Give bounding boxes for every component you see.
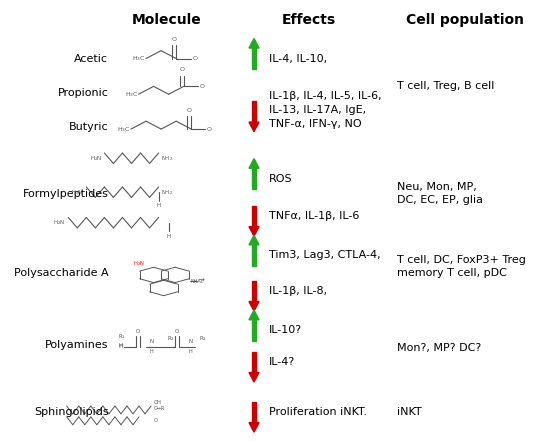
- Text: Formylpeptides: Formylpeptides: [23, 189, 108, 199]
- Polygon shape: [249, 422, 259, 432]
- Text: H: H: [149, 349, 153, 355]
- Text: N: N: [188, 339, 192, 344]
- Text: NHAc: NHAc: [190, 279, 204, 284]
- Text: Effects: Effects: [282, 13, 336, 27]
- Text: O→R: O→R: [153, 406, 165, 411]
- Polygon shape: [249, 373, 259, 382]
- Text: Propionic: Propionic: [58, 88, 108, 98]
- Text: H: H: [118, 343, 123, 348]
- Text: N: N: [149, 339, 153, 344]
- Text: H: H: [167, 234, 170, 239]
- Text: NH$_2$: NH$_2$: [161, 154, 173, 163]
- Text: H$_2$N: H$_2$N: [90, 154, 102, 163]
- Text: Polysaccharide A: Polysaccharide A: [14, 268, 108, 278]
- Text: R$_2$: R$_2$: [167, 334, 175, 343]
- Polygon shape: [249, 38, 259, 48]
- Text: iNKT: iNKT: [397, 407, 422, 417]
- Text: Acetic: Acetic: [74, 53, 108, 64]
- Text: Molecule: Molecule: [131, 13, 201, 27]
- Text: TNF-α, IFN-γ, NO: TNF-α, IFN-γ, NO: [269, 119, 362, 129]
- Text: H: H: [157, 203, 161, 208]
- Polygon shape: [252, 206, 256, 227]
- Text: ROS: ROS: [269, 174, 293, 184]
- Text: O: O: [175, 329, 179, 334]
- Polygon shape: [249, 235, 259, 245]
- Polygon shape: [252, 168, 256, 189]
- Text: H$_2$N: H$_2$N: [53, 218, 65, 227]
- Polygon shape: [249, 302, 259, 311]
- Polygon shape: [252, 280, 256, 302]
- Polygon shape: [252, 101, 256, 122]
- Text: Sphingolipids: Sphingolipids: [34, 407, 108, 417]
- Text: H: H: [188, 349, 192, 355]
- Text: IL-10?: IL-10?: [269, 325, 302, 335]
- Text: IL-4?: IL-4?: [269, 357, 295, 367]
- Text: T cell, DC, FoxP3+ Treg: T cell, DC, FoxP3+ Treg: [397, 255, 526, 265]
- Text: OH: OH: [153, 400, 162, 404]
- Text: H$_3$C: H$_3$C: [125, 90, 139, 99]
- Text: H$_2$N: H$_2$N: [72, 188, 84, 197]
- Polygon shape: [249, 159, 259, 168]
- Text: IL-13, IL-17A, IgE,: IL-13, IL-17A, IgE,: [269, 105, 366, 115]
- Text: IL-4, IL-10,: IL-4, IL-10,: [269, 53, 327, 64]
- Text: Polyamines: Polyamines: [45, 340, 108, 350]
- Text: H$_3$C: H$_3$C: [133, 54, 146, 63]
- Text: O: O: [187, 108, 192, 112]
- Text: R$_3$: R$_3$: [199, 334, 207, 343]
- Text: O: O: [206, 127, 211, 131]
- Text: Proliferation iNKT.: Proliferation iNKT.: [269, 407, 367, 417]
- Polygon shape: [249, 227, 259, 236]
- Text: O: O: [200, 84, 205, 89]
- Text: Cell population: Cell population: [406, 13, 524, 27]
- Text: DC, EC, EP, glia: DC, EC, EP, glia: [397, 194, 483, 205]
- Text: Neu, Mon, MP,: Neu, Mon, MP,: [397, 182, 477, 191]
- Polygon shape: [252, 245, 256, 266]
- Text: R$_1$: R$_1$: [118, 333, 126, 341]
- Polygon shape: [252, 320, 256, 341]
- Polygon shape: [249, 310, 259, 320]
- Text: O: O: [153, 419, 158, 423]
- Text: O: O: [192, 56, 198, 61]
- Text: memory T cell, pDC: memory T cell, pDC: [397, 268, 507, 278]
- Text: O: O: [136, 329, 140, 334]
- Polygon shape: [252, 48, 256, 69]
- Text: →: →: [199, 277, 205, 284]
- Polygon shape: [252, 402, 256, 422]
- Text: Butyric: Butyric: [69, 122, 108, 132]
- Text: NH$_2$: NH$_2$: [161, 188, 173, 197]
- Text: T cell, Treg, B cell: T cell, Treg, B cell: [397, 82, 494, 91]
- Text: H: H: [119, 344, 123, 349]
- Text: TNFα, IL-1β, IL-6: TNFα, IL-1β, IL-6: [269, 211, 360, 221]
- Text: IL-1β, IL-8,: IL-1β, IL-8,: [269, 286, 327, 296]
- Text: O: O: [172, 37, 177, 42]
- Polygon shape: [252, 351, 256, 373]
- Text: H$_2$N: H$_2$N: [133, 260, 145, 269]
- Text: Tim3, Lag3, CTLA-4,: Tim3, Lag3, CTLA-4,: [269, 250, 381, 260]
- Text: Mon?, MP? DC?: Mon?, MP? DC?: [397, 343, 481, 353]
- Text: IL-1β, IL-4, IL-5, IL-6,: IL-1β, IL-4, IL-5, IL-6,: [269, 91, 382, 101]
- Text: O: O: [179, 67, 184, 72]
- Polygon shape: [249, 122, 259, 132]
- Text: H$_3$C: H$_3$C: [117, 125, 131, 134]
